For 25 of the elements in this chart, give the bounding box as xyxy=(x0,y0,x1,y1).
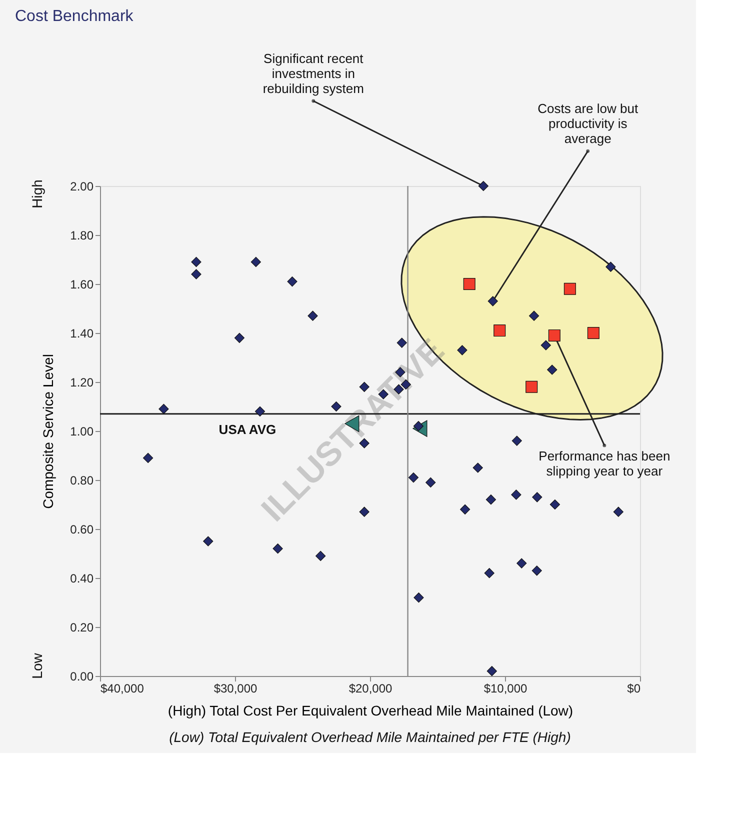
y-tick-label: 0.80 xyxy=(70,474,94,488)
y-tick-label: 1.60 xyxy=(70,278,94,292)
y-tick-label: 0.00 xyxy=(70,670,94,684)
y-tick-label: 1.80 xyxy=(70,228,94,242)
y-tick-label: 0.20 xyxy=(70,620,94,634)
y-tick-label: 1.20 xyxy=(70,376,94,390)
y-tick-label: 1.40 xyxy=(70,326,94,340)
x-tick-label: $10,000 xyxy=(484,682,528,696)
x-tick-label: $30,000 xyxy=(214,682,258,696)
annotation: Costs are low but productivity is average xyxy=(538,101,638,146)
y-tick-label: 0.60 xyxy=(70,522,94,536)
y-tick-label: 1.00 xyxy=(70,424,94,438)
annotation: Significant recent investments in rebuilding system xyxy=(262,51,364,96)
x-axis-title: (High) Total Cost Per Equivalent Overhead Mile Maintained (Low) xyxy=(168,702,574,718)
x-tick-label: $0 xyxy=(627,682,641,696)
chart-title: Cost Benchmark xyxy=(15,8,134,25)
y-axis-title: Composite Service Level xyxy=(40,354,56,509)
y-tick-label: 2.00 xyxy=(70,180,94,194)
x-tick-label: $20,000 xyxy=(348,682,393,696)
text: High xyxy=(29,180,45,208)
x-tick-label: $40,000 xyxy=(100,682,144,696)
text: (Low) Total Equivalent Overhead Mile Maintained per FTE (High) xyxy=(169,729,571,745)
annotation: Performance has been slipping year to year xyxy=(538,448,670,478)
text: Low xyxy=(29,652,45,679)
y-tick-label: 0.40 xyxy=(70,572,94,586)
